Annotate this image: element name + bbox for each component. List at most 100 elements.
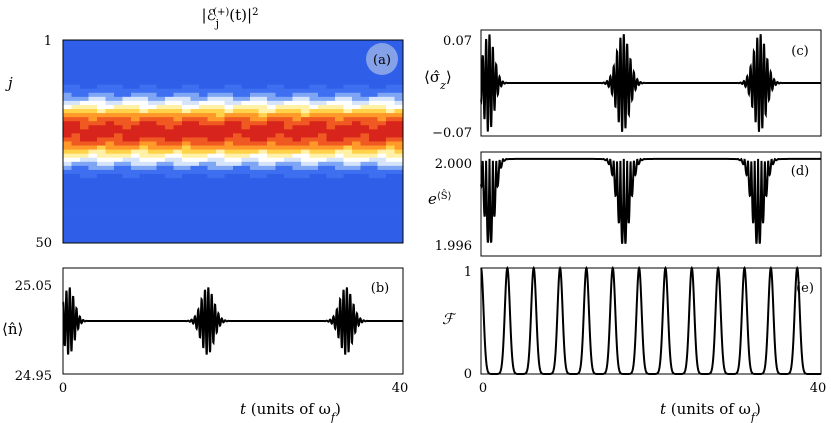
heatmap-cell xyxy=(173,104,183,110)
heatmap-cell xyxy=(156,133,166,138)
heatmap-cell xyxy=(105,60,115,65)
heatmap-cell xyxy=(131,234,140,240)
heatmap-cell xyxy=(318,165,327,171)
heatmap-cell xyxy=(284,161,293,167)
heatmap-cell xyxy=(258,137,268,142)
heatmap-cell xyxy=(284,222,293,228)
heatmap-cell xyxy=(88,64,98,69)
heatmap-cell xyxy=(335,60,344,65)
heatmap-cell xyxy=(148,165,157,171)
heatmap-cell xyxy=(309,238,319,244)
heatmap-cell xyxy=(173,64,183,69)
heatmap-cell xyxy=(275,104,285,110)
heatmap-cell xyxy=(97,121,106,126)
heatmap-cell xyxy=(352,96,361,102)
heatmap-cell xyxy=(97,230,106,236)
heatmap-cell xyxy=(165,214,174,220)
heatmap-cell xyxy=(216,52,225,57)
heatmap-cell xyxy=(139,141,149,146)
heatmap-cell xyxy=(386,194,395,199)
heatmap-cell xyxy=(97,72,106,77)
heatmap-cell xyxy=(267,64,276,69)
heatmap-cell xyxy=(173,48,183,53)
heatmap-cell xyxy=(199,226,208,232)
heatmap-cell xyxy=(343,145,353,151)
heatmap-cell xyxy=(199,238,208,244)
heatmap-cell xyxy=(394,56,404,61)
heatmap-cell xyxy=(352,145,361,151)
heatmap-cell xyxy=(292,169,302,175)
heatmap-cell xyxy=(199,72,208,77)
heatmap-cell xyxy=(369,100,378,106)
heatmap-cell xyxy=(148,76,157,81)
heatmap-cell xyxy=(318,202,327,207)
heatmap-cell xyxy=(267,178,276,183)
heatmap-cell xyxy=(173,52,183,57)
heatmap-cell xyxy=(207,52,217,57)
heatmap-cell xyxy=(105,206,115,211)
heatmap-cell xyxy=(343,68,353,73)
heatmap-cell xyxy=(63,157,72,163)
heatmap-cell xyxy=(216,137,225,142)
heatmap-cell xyxy=(63,68,72,73)
heatmap-cell xyxy=(267,198,276,203)
heatmap-cell xyxy=(148,173,157,179)
heatmap-cell xyxy=(122,84,132,90)
heatmap-cell xyxy=(105,173,115,179)
heatmap-cell xyxy=(335,178,344,183)
heatmap-cell xyxy=(97,202,106,207)
heatmap-cell xyxy=(148,198,157,203)
heatmap-cell xyxy=(284,125,293,130)
heatmap-cell xyxy=(360,52,370,57)
heatmap-cell xyxy=(190,48,200,53)
heatmap-cell xyxy=(335,109,344,114)
heatmap-cell xyxy=(114,218,123,224)
heatmap-cell xyxy=(258,52,268,57)
heatmap-cell xyxy=(207,72,217,77)
heatmap-cell xyxy=(156,117,166,122)
heatmap-cell xyxy=(352,157,361,163)
heatmap-cell xyxy=(326,165,336,171)
heatmap-cell xyxy=(258,238,268,244)
heatmap-cell xyxy=(360,149,370,155)
panel-d-ytick-bottom: 1.996 xyxy=(435,239,472,254)
heatmap-cell xyxy=(360,84,370,90)
heatmap-cell xyxy=(352,230,361,236)
heatmap-cell xyxy=(233,141,242,146)
heatmap-cell xyxy=(318,88,327,94)
heatmap-cell xyxy=(250,194,259,199)
heatmap-cell xyxy=(114,202,123,207)
heatmap-cell xyxy=(233,190,242,195)
x-axis-label-right: t (units of ωf) xyxy=(660,400,761,423)
heatmap-cell xyxy=(386,198,395,203)
heatmap-cell xyxy=(71,88,81,94)
heatmap-cell xyxy=(377,218,387,224)
heatmap-cell xyxy=(284,149,293,155)
heatmap-cell xyxy=(250,161,259,167)
heatmap-cell xyxy=(207,178,217,183)
heatmap-cell xyxy=(131,169,140,175)
heatmap-cell xyxy=(156,72,166,77)
heatmap-cell xyxy=(267,40,276,45)
heatmap-cell xyxy=(369,76,378,81)
heatmap-cell xyxy=(343,96,353,102)
heatmap-cell xyxy=(267,206,276,211)
heatmap-cell xyxy=(148,137,157,142)
heatmap-cell xyxy=(148,169,157,175)
heatmap-cell xyxy=(80,145,89,151)
heatmap-cell xyxy=(241,129,251,134)
heatmap-cell xyxy=(165,198,174,203)
heatmap-cell xyxy=(377,129,387,134)
heatmap-cell xyxy=(63,226,72,232)
heatmap-cell xyxy=(335,230,344,236)
heatmap-cell xyxy=(71,230,81,236)
heatmap-cell xyxy=(292,210,302,215)
heatmap-cell xyxy=(80,173,89,179)
heatmap-cell xyxy=(80,206,89,211)
heatmap-cell xyxy=(386,96,395,102)
heatmap-cell xyxy=(258,186,268,191)
heatmap-cell xyxy=(190,222,200,228)
heatmap-cell xyxy=(216,173,225,179)
heatmap-cell xyxy=(216,125,225,130)
heatmap-cell xyxy=(326,226,336,232)
